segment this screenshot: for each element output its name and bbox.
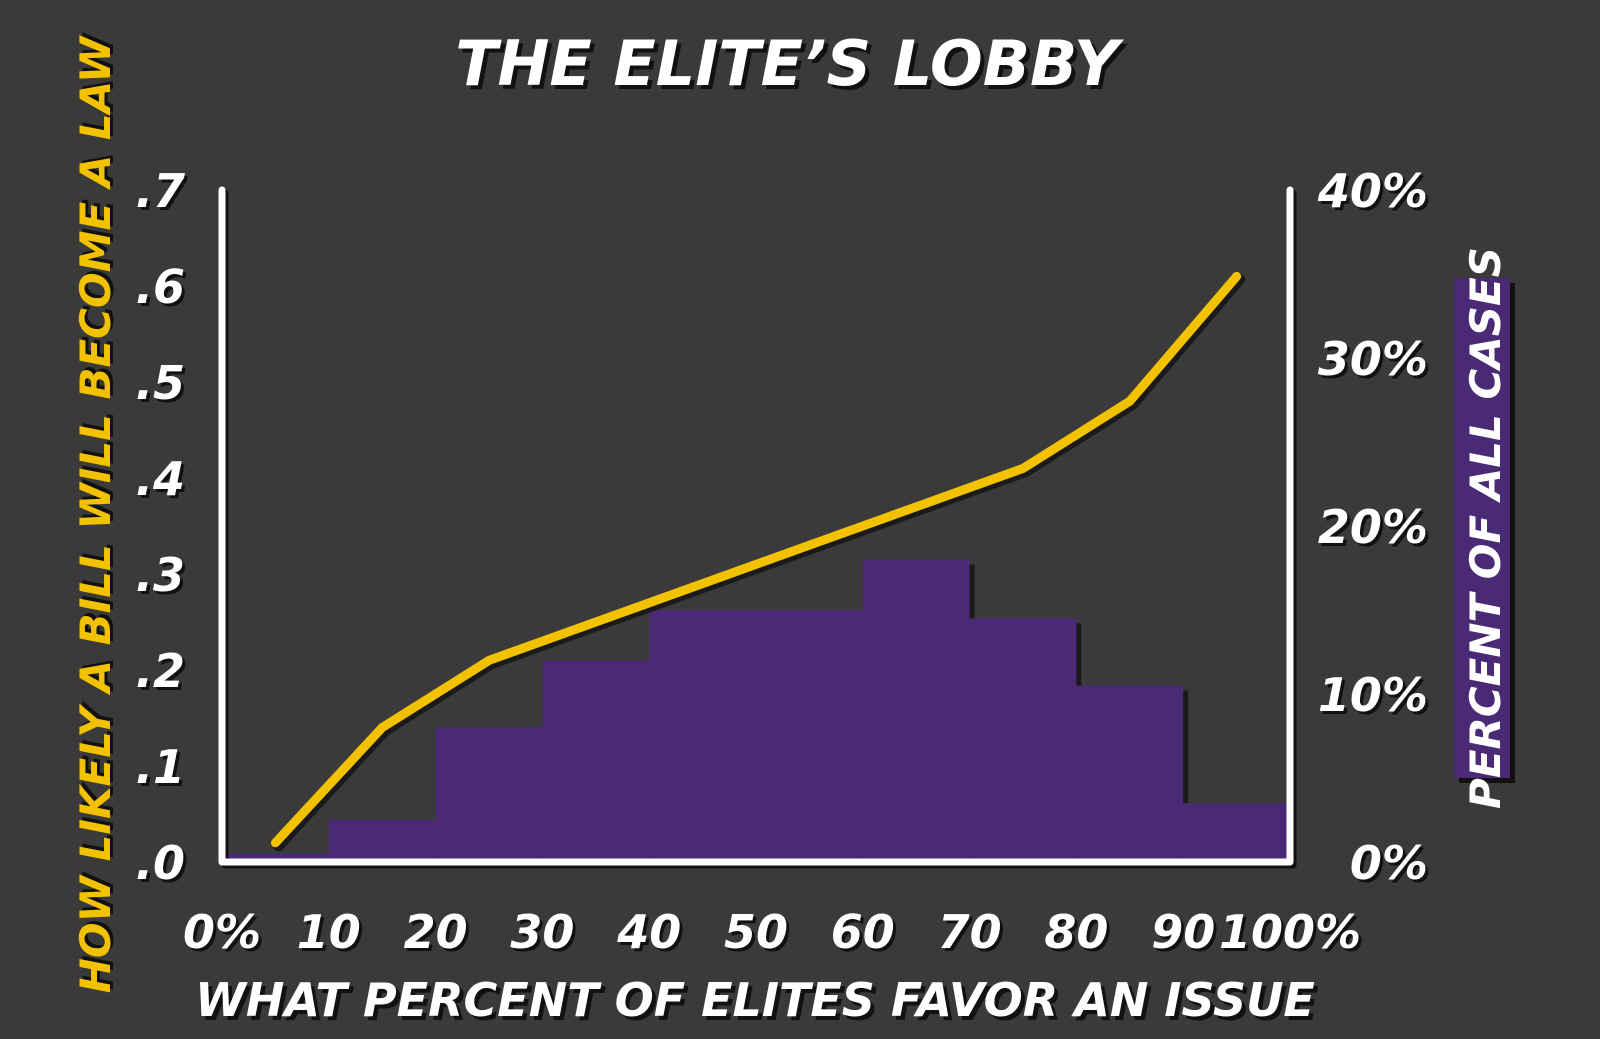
y-tick-label: .5 bbox=[136, 356, 185, 410]
y-axis-label-shadow: HOW LIKELY A BILL WILL BECOME A LAW bbox=[74, 31, 123, 990]
probability-line-group bbox=[270, 271, 1246, 852]
y2-tick-label: 10% bbox=[1318, 668, 1428, 722]
x-tick-label-shadow: 60 bbox=[834, 908, 898, 962]
y-tick-label: .0 bbox=[136, 836, 185, 890]
y-tick-label: .4 bbox=[136, 452, 185, 506]
x-axis-label-shadow: WHAT PERCENT OF ELITES FAVOR AN ISSUE bbox=[199, 977, 1319, 1031]
y-tick-labels: .0.0.1.1.2.2.3.3.4.4.5.5.6.6.7.7 bbox=[136, 164, 188, 893]
bar bbox=[542, 660, 650, 862]
histogram-bars bbox=[222, 559, 1295, 862]
y2-axis-label: PERCENT OF ALL CASES bbox=[1461, 247, 1510, 809]
y-tick-label-shadow: .4 bbox=[139, 455, 188, 509]
x-tick-label-shadow: 100% bbox=[1222, 908, 1364, 962]
bar bbox=[1076, 685, 1184, 862]
bar bbox=[222, 853, 329, 862]
bar bbox=[969, 618, 1077, 862]
x-tick-label: 20 bbox=[404, 905, 468, 959]
x-tick-label: 50 bbox=[724, 905, 788, 959]
y-tick-label-shadow: .5 bbox=[139, 359, 188, 413]
x-tick-label: 100% bbox=[1219, 905, 1361, 959]
y-tick-label: .6 bbox=[136, 260, 185, 314]
x-tick-label-shadow: 10 bbox=[300, 908, 364, 962]
x-axis-label: WHAT PERCENT OF ELITES FAVOR AN ISSUE bbox=[195, 973, 1315, 1027]
x-tick-label: 70 bbox=[938, 905, 1002, 959]
bar bbox=[649, 610, 756, 862]
bar bbox=[435, 727, 543, 862]
y2-tick-label: 40% bbox=[1317, 164, 1428, 218]
y-tick-label-shadow: .2 bbox=[139, 647, 188, 701]
y2-tick-label-shadow: 40% bbox=[1320, 167, 1431, 221]
bar bbox=[862, 559, 970, 862]
y-tick-label-shadow: .1 bbox=[139, 743, 188, 797]
y2-tick-label-shadow: 30% bbox=[1321, 335, 1431, 389]
y2-tick-label-shadow: 10% bbox=[1321, 671, 1431, 725]
x-tick-label-shadow: 80 bbox=[1047, 908, 1111, 962]
x-tick-label: 10 bbox=[297, 905, 361, 959]
axes bbox=[218, 186, 1297, 869]
x-tick-label-shadow: 50 bbox=[727, 908, 791, 962]
x-tick-label-shadow: 0% bbox=[186, 908, 264, 962]
y-tick-label-shadow: .0 bbox=[139, 839, 188, 893]
y2-tick-label-shadow: 0% bbox=[1353, 839, 1431, 893]
axis-frame bbox=[218, 186, 1294, 866]
x-tick-label-shadow: 40 bbox=[619, 908, 684, 962]
chart-title: THE ELITE’S LOBBY bbox=[455, 27, 1125, 100]
x-tick-label-shadow: 20 bbox=[407, 908, 471, 962]
y-tick-label: .1 bbox=[136, 740, 185, 794]
x-tick-label: 60 bbox=[831, 905, 895, 959]
x-tick-label: 80 bbox=[1044, 905, 1108, 959]
y2-tick-label-shadow: 20% bbox=[1321, 503, 1431, 557]
x-tick-label: 0% bbox=[183, 905, 261, 959]
chart-title-shadow: THE ELITE’S LOBBY bbox=[459, 31, 1129, 104]
y-tick-label-shadow: .3 bbox=[139, 551, 188, 605]
bar bbox=[756, 610, 863, 862]
y-tick-label: .3 bbox=[136, 548, 185, 602]
y-tick-label: .7 bbox=[136, 164, 185, 218]
x-tick-label: 30 bbox=[510, 905, 574, 959]
y-axis-label: HOW LIKELY A BILL WILL BECOME A LAW bbox=[71, 34, 120, 993]
bar bbox=[328, 820, 436, 862]
bar bbox=[1183, 803, 1290, 862]
x-tick-label-shadow: 90 bbox=[1154, 908, 1218, 962]
y2-axis-label-band bbox=[1454, 278, 1510, 778]
x-tick-label: 90 bbox=[1151, 905, 1215, 959]
x-tick-label: 40 bbox=[616, 905, 681, 959]
probability-line bbox=[270, 271, 1242, 848]
y-tick-label: .2 bbox=[136, 644, 185, 698]
y-tick-label-shadow: .6 bbox=[139, 263, 188, 317]
y2-tick-label: 20% bbox=[1318, 500, 1428, 554]
y2-tick-labels: 0%0%10%10%20%20%30%30%40%40% bbox=[1317, 164, 1431, 893]
y2-tick-label: 0% bbox=[1350, 836, 1428, 890]
x-tick-label-shadow: 30 bbox=[513, 908, 577, 962]
y-tick-label-shadow: .7 bbox=[139, 167, 188, 221]
y2-tick-label: 30% bbox=[1318, 332, 1428, 386]
x-tick-label-shadow: 70 bbox=[941, 908, 1005, 962]
